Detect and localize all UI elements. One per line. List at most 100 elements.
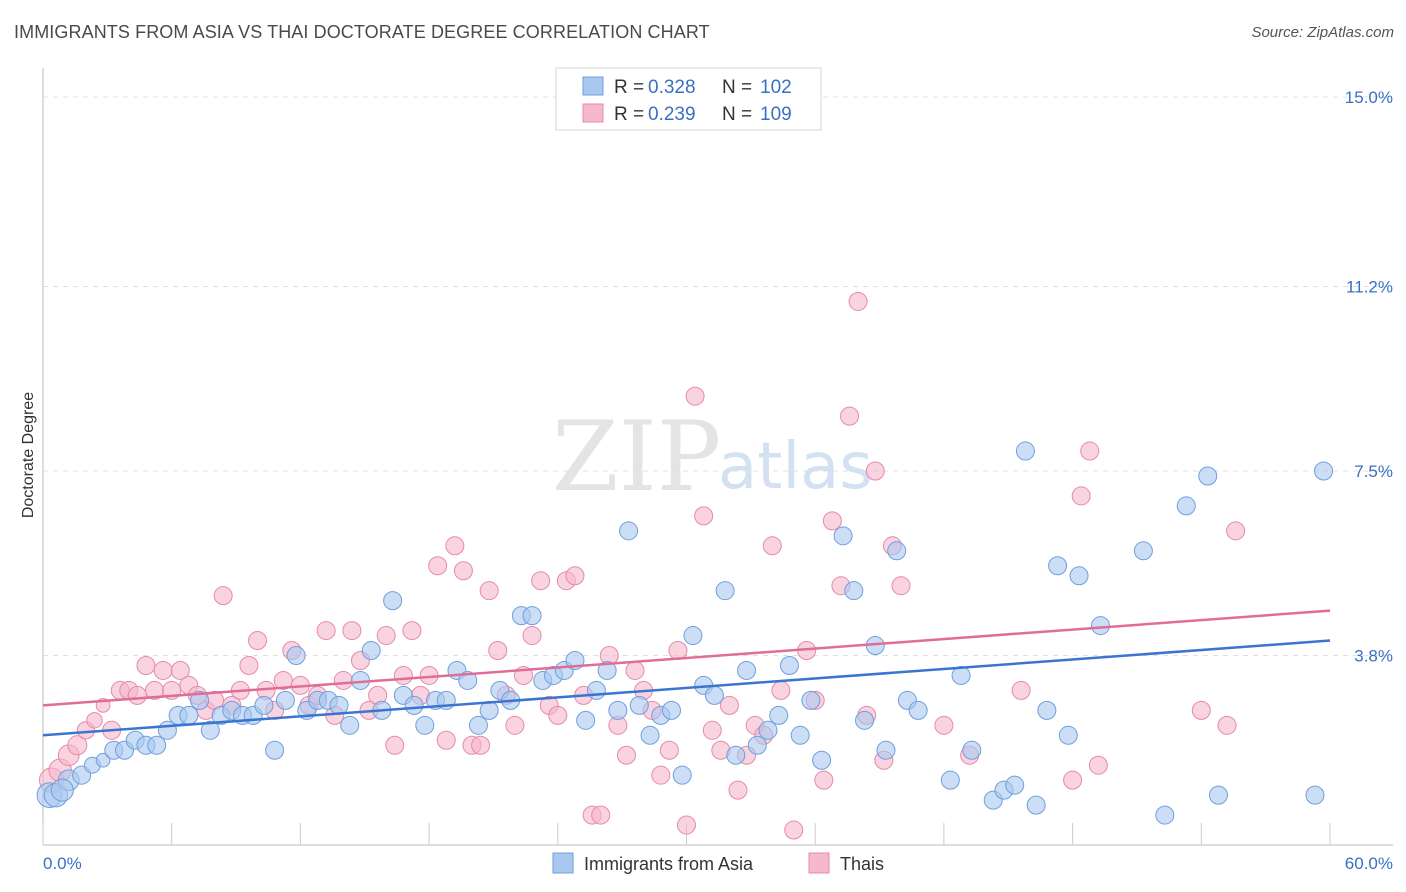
asia-point	[608, 700, 628, 720]
thais-point	[453, 561, 473, 581]
y-tick-label: 11.2%	[1346, 277, 1393, 296]
watermark-atlas: atlas	[718, 430, 873, 504]
thais-point	[385, 735, 405, 755]
thais-point	[616, 745, 636, 765]
asia-point	[951, 665, 971, 685]
thais-point	[436, 730, 456, 750]
asia-point	[361, 641, 381, 661]
thais-point	[136, 655, 156, 675]
asia-point	[1037, 700, 1057, 720]
asia-point	[1176, 496, 1196, 516]
thais-point	[531, 571, 551, 591]
x-tick-label-min: 0.0%	[43, 854, 82, 873]
thais-points	[38, 291, 1246, 840]
thais-point	[505, 715, 525, 735]
legend-swatch-asia	[582, 76, 604, 96]
asia-point	[200, 720, 220, 740]
asia-point	[1058, 725, 1078, 745]
asia-point	[50, 778, 74, 802]
watermark: ZIP atlas	[552, 401, 873, 513]
asia-point	[147, 735, 167, 755]
thais-point	[67, 735, 88, 756]
asia-point	[758, 720, 778, 740]
thais-point	[668, 641, 688, 661]
asia-point	[683, 626, 703, 646]
thais-point	[891, 576, 911, 596]
asia-point	[1305, 785, 1325, 805]
thais-point	[248, 631, 267, 651]
thais-point	[1011, 680, 1031, 700]
asia-point	[844, 581, 864, 601]
legend-swatch-thais	[582, 103, 604, 123]
thais-point	[342, 621, 362, 641]
thais-point	[848, 291, 868, 311]
thais-point	[625, 660, 645, 680]
thais-point	[479, 581, 499, 601]
thais-point	[376, 626, 396, 646]
asia-point	[855, 710, 875, 730]
thais-point	[428, 556, 448, 576]
asia-point	[876, 740, 896, 760]
thais-point	[402, 621, 422, 641]
asia-point	[1015, 441, 1035, 461]
bottom-legend-label-thais: Thais	[840, 854, 884, 874]
thais-point	[1191, 700, 1211, 720]
asia-point	[1090, 616, 1110, 636]
asia-point	[179, 705, 199, 725]
thais-point	[719, 695, 739, 715]
asia-point	[1155, 805, 1175, 825]
legend-n-value-thais: 109	[760, 104, 792, 125]
thais-point	[1071, 486, 1091, 506]
asia-point	[661, 700, 681, 720]
thais-point	[762, 536, 782, 556]
trend-lines	[42, 609, 1331, 737]
thais-point	[127, 685, 147, 705]
thais-point	[728, 780, 748, 800]
asia-point	[586, 680, 606, 700]
y-tick-label: 3.8%	[1354, 647, 1393, 666]
legend-r-label-thais: R =	[614, 104, 644, 125]
asia-point	[672, 765, 692, 785]
asia-point	[962, 740, 982, 760]
axes	[42, 68, 1393, 846]
asia-point	[340, 715, 360, 735]
asia-point	[779, 655, 799, 675]
thais-point	[488, 641, 508, 661]
asia-point	[908, 700, 928, 720]
thais-point	[239, 655, 259, 675]
chart-title: IMMIGRANTS FROM ASIA VS THAI DOCTORATE D…	[14, 22, 710, 42]
asia-point	[640, 725, 660, 745]
thais-point	[170, 660, 190, 680]
asia-point	[619, 521, 639, 541]
y-axis-label: Doctorate Degree	[20, 392, 37, 518]
asia-point	[629, 695, 649, 715]
asia-point	[576, 710, 596, 730]
legend-r-value-asia: 0.328	[648, 77, 696, 98]
y-tick-label: 7.5%	[1354, 462, 1393, 481]
legend-n-label-asia: N =	[722, 77, 752, 98]
thais-point	[471, 735, 491, 755]
bottom-legend-swatch-thais	[808, 852, 830, 874]
asia-point	[522, 606, 542, 626]
asia-point	[1314, 461, 1334, 481]
asia-point	[940, 770, 960, 790]
asia-point	[1208, 785, 1228, 805]
legend-n-label-thais: N =	[722, 104, 752, 125]
thais-point	[1063, 770, 1083, 790]
thais-point	[934, 715, 954, 735]
y-tick-label: 15.0%	[1345, 88, 1393, 107]
x-tick-label-max: 60.0%	[1345, 854, 1393, 873]
thais-point	[694, 506, 714, 526]
bottom-legend-swatch-asia	[552, 852, 574, 874]
asia-point	[1048, 556, 1068, 576]
watermark-zip: ZIP	[552, 401, 721, 513]
thais-point	[659, 740, 679, 760]
asia-point	[383, 591, 403, 611]
asia-point	[790, 725, 810, 745]
asia-points	[36, 441, 1334, 825]
asia-point	[157, 720, 177, 740]
asia-point	[737, 660, 757, 680]
thais-point	[445, 536, 465, 556]
thais-point	[677, 815, 696, 835]
